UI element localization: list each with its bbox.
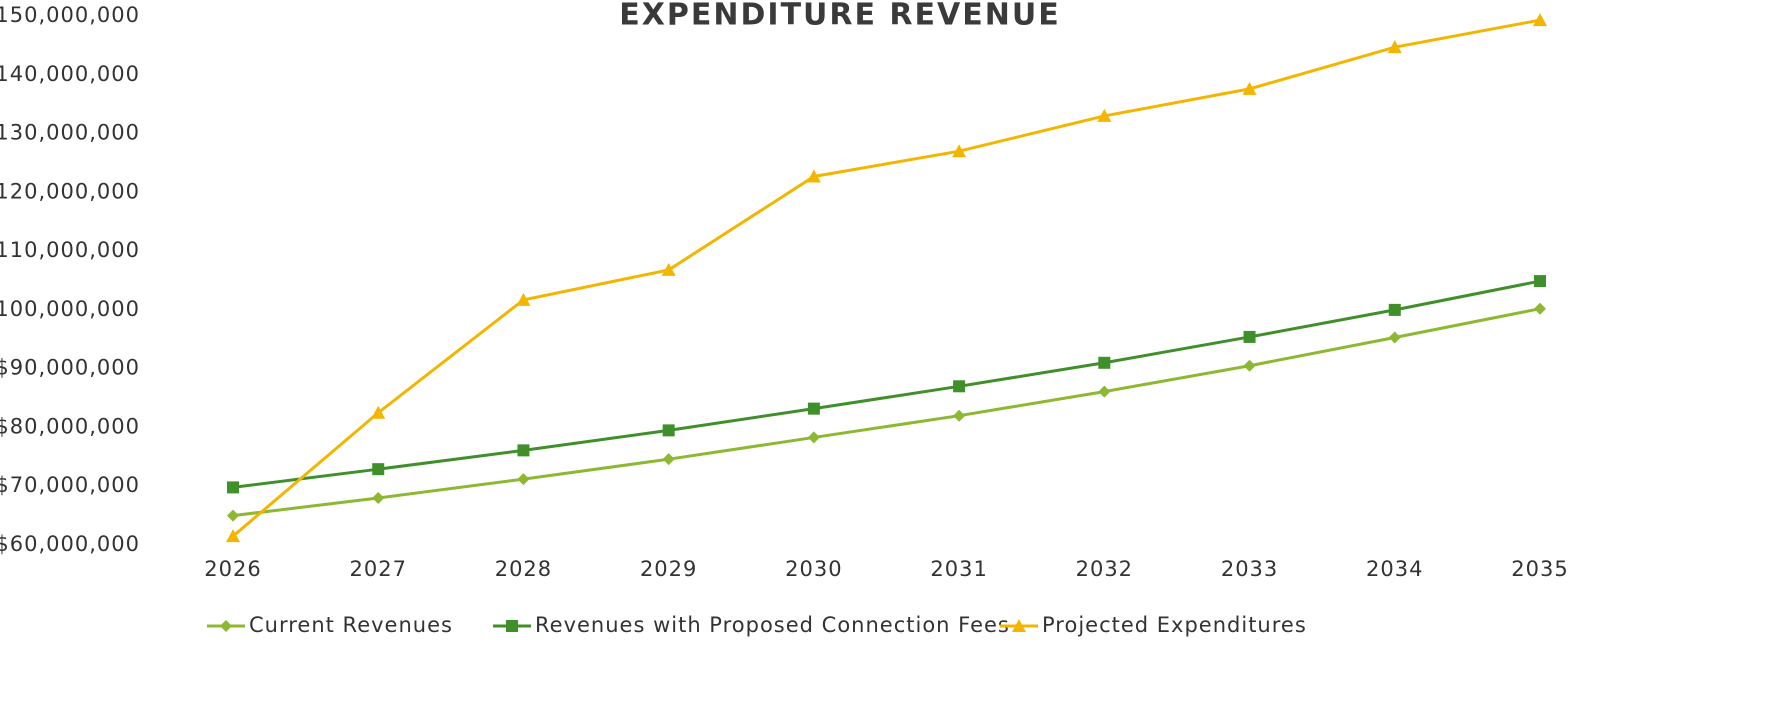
y-tick-label: $80,000,000 — [0, 414, 140, 438]
y-tick-label: $100,000,000 — [0, 297, 140, 321]
data-point — [371, 405, 386, 419]
y-tick-label: $110,000,000 — [0, 238, 140, 262]
data-point — [227, 509, 239, 522]
x-tick-label: 2031 — [930, 557, 987, 581]
data-point — [517, 473, 530, 486]
data-point — [1387, 40, 1402, 54]
data-point — [227, 481, 239, 494]
data-point — [1533, 13, 1547, 27]
x-tick-label: 2029 — [640, 557, 697, 581]
y-tick-label: $90,000,000 — [0, 356, 140, 380]
data-point — [662, 424, 675, 437]
data-point — [953, 409, 966, 422]
y-tick-label: $140,000,000 — [0, 62, 140, 86]
data-point — [662, 453, 675, 466]
x-tick-label: 2030 — [785, 557, 842, 581]
data-point — [953, 380, 966, 393]
data-point — [1098, 356, 1111, 369]
legend-marker — [220, 620, 232, 632]
data-point — [1242, 81, 1257, 95]
data-point — [661, 262, 676, 276]
x-tick-label: 2027 — [349, 557, 406, 581]
x-tick-label: 2026 — [204, 557, 261, 581]
x-tick-label: 2034 — [1366, 557, 1423, 581]
data-point — [806, 169, 821, 183]
legend-label: Current Revenues — [249, 613, 453, 637]
x-tick-label: 2035 — [1511, 557, 1568, 581]
y-tick-label: $60,000,000 — [0, 532, 140, 556]
legend-label: Revenues with Proposed Connection Fees — [535, 613, 1010, 637]
data-point — [952, 144, 967, 158]
data-point — [372, 463, 385, 476]
x-tick-label: 2032 — [1076, 557, 1133, 581]
data-point — [516, 292, 531, 306]
chart-title: EXPENDITURE REVENUE — [619, 0, 1060, 33]
series-line — [232, 279, 1541, 489]
series-line — [232, 307, 1541, 518]
data-point — [1097, 108, 1112, 122]
y-tick-label: $130,000,000 — [0, 121, 140, 145]
data-point — [1388, 303, 1401, 316]
data-point — [1534, 275, 1546, 288]
data-point — [1243, 359, 1256, 372]
y-tick-label: $70,000,000 — [0, 473, 140, 497]
y-tick-label: $120,000,000 — [0, 179, 140, 203]
legend-marker — [506, 620, 518, 632]
data-point — [226, 529, 240, 543]
data-point — [1098, 385, 1111, 398]
data-point — [807, 431, 820, 444]
data-point — [372, 491, 385, 504]
series-line — [232, 18, 1541, 538]
data-point — [517, 444, 530, 457]
x-tick-label: 2033 — [1221, 557, 1278, 581]
x-tick-label: 2028 — [495, 557, 552, 581]
legend-marker — [1012, 619, 1026, 632]
data-point — [1388, 331, 1401, 344]
data-point — [1534, 302, 1546, 315]
y-tick-label: $150,000,000 — [0, 3, 140, 27]
data-point — [1243, 330, 1256, 343]
legend-label: Projected Expenditures — [1042, 613, 1307, 637]
data-point — [807, 402, 820, 415]
